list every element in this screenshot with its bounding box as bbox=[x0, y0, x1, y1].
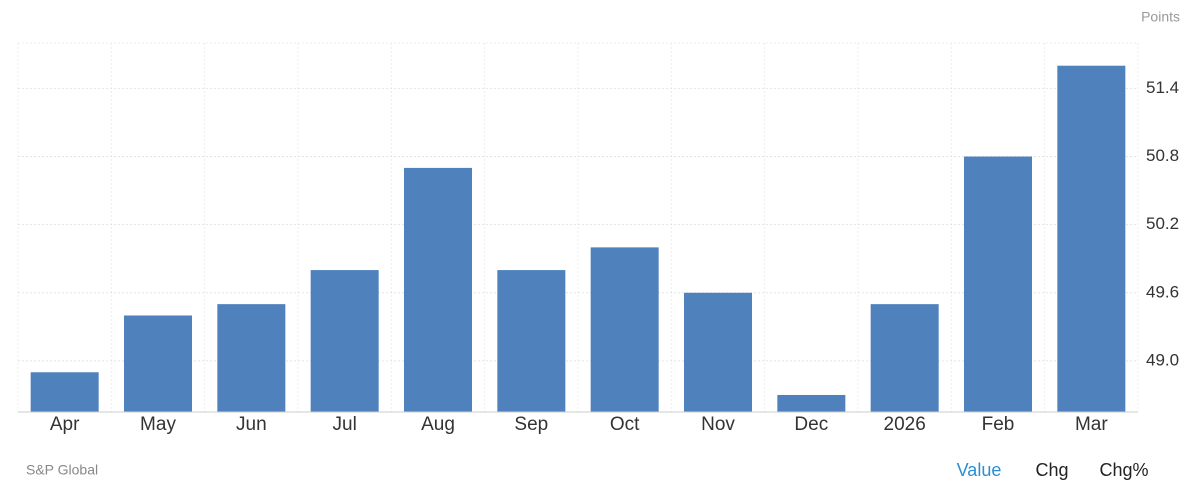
bar bbox=[124, 315, 192, 412]
bar bbox=[217, 304, 286, 412]
x-tick-label: Jul bbox=[333, 414, 357, 435]
y-tick-label: 50.8 bbox=[1146, 146, 1179, 165]
bar bbox=[870, 304, 939, 412]
y-tick-label: 49.0 bbox=[1146, 350, 1179, 369]
bar bbox=[777, 394, 846, 412]
source: S&P Global bbox=[26, 462, 98, 478]
x-tick-label: Jun bbox=[236, 414, 267, 435]
chg-button[interactable]: Chg bbox=[1035, 460, 1068, 480]
x-tick-label: Apr bbox=[50, 414, 80, 435]
bar bbox=[30, 372, 99, 412]
bar bbox=[1057, 65, 1126, 412]
y-tick-label: 50.2 bbox=[1146, 214, 1179, 233]
y-tick-label: 51.4 bbox=[1146, 78, 1179, 97]
x-tick-label: Aug bbox=[421, 414, 455, 435]
x-tick-label: May bbox=[140, 414, 176, 435]
unit-label: Points bbox=[1141, 9, 1180, 25]
x-tick-label: Feb bbox=[982, 414, 1015, 435]
y-tick-label: 49.6 bbox=[1146, 282, 1179, 301]
bar bbox=[684, 292, 752, 412]
bar bbox=[497, 270, 566, 412]
bar bbox=[964, 156, 1032, 412]
x-tick-label: Dec bbox=[794, 414, 828, 435]
x-tick-label: 2026 bbox=[884, 414, 926, 435]
x-tick-label: Nov bbox=[701, 414, 735, 435]
x-tick-label: Oct bbox=[610, 414, 640, 435]
chg-pct-button[interactable]: Chg% bbox=[1099, 460, 1148, 480]
bar bbox=[404, 167, 472, 412]
bar bbox=[590, 247, 659, 412]
x-tick-label: Mar bbox=[1075, 414, 1108, 435]
x-tick-label: Sep bbox=[514, 414, 548, 435]
value-button[interactable]: Value bbox=[957, 460, 1002, 480]
bar bbox=[310, 270, 379, 412]
